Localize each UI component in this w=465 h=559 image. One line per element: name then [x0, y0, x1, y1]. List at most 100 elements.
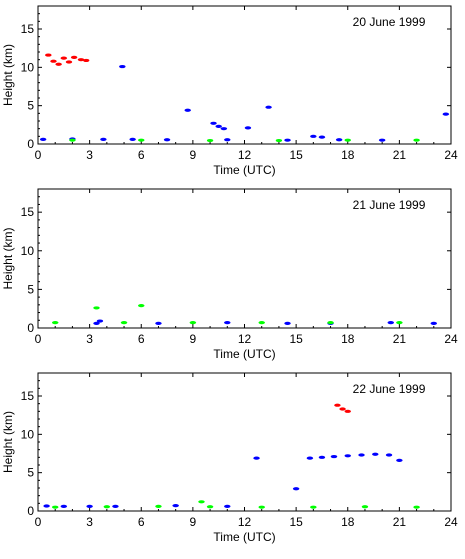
data-point-0000ff: [284, 321, 291, 325]
data-point-00ff00: [344, 138, 351, 142]
x-axis-label: Time (UTC): [213, 163, 275, 177]
data-point-00ff00: [396, 320, 403, 325]
data-point-00ff00: [413, 505, 420, 509]
data-point-ff0000: [70, 55, 78, 59]
data-point-ff0000: [55, 62, 62, 66]
data-point-00ff00: [310, 505, 317, 509]
y-axis-label: Height (km): [1, 44, 15, 106]
data-point-0000ff: [184, 108, 191, 112]
data-point-0000ff: [163, 138, 171, 142]
x-tick-label: 6: [138, 332, 145, 346]
data-point-0000ff: [292, 487, 300, 491]
data-point-0000ff: [172, 504, 179, 508]
data-point-00ff00: [206, 138, 214, 143]
data-point-0000ff: [210, 121, 217, 125]
data-point-ff0000: [339, 407, 346, 411]
data-point-00ff00: [155, 504, 162, 508]
data-point-00ff00: [258, 320, 265, 325]
data-point-00ff00: [138, 138, 145, 142]
data-point-0000ff: [224, 320, 231, 325]
x-tick-label: 15: [289, 515, 303, 529]
data-point-0000ff: [100, 137, 107, 141]
data-point-0000ff: [430, 321, 437, 325]
y-tick-label: 0: [27, 321, 34, 335]
data-point-00ff00: [258, 505, 265, 509]
x-tick-label: 0: [35, 148, 42, 162]
y-tick-label: 10: [21, 60, 35, 74]
data-point-00ff00: [198, 500, 205, 504]
y-tick-label: 15: [21, 389, 35, 403]
data-point-0000ff: [385, 453, 393, 457]
data-point-00ff00: [120, 320, 128, 325]
panel-title: 21 June 1999: [353, 198, 426, 212]
x-tick-label: 21: [393, 332, 407, 346]
data-point-0000ff: [93, 321, 100, 325]
y-axis-label: Height (km): [1, 411, 15, 473]
data-point-ff0000: [50, 59, 57, 63]
data-point-00ff00: [103, 505, 111, 509]
data-point-0000ff: [155, 321, 162, 325]
x-tick-label: 15: [289, 148, 303, 162]
y-tick-label: 10: [21, 427, 35, 441]
data-point-00ff00: [275, 138, 283, 143]
x-tick-label: 6: [138, 515, 145, 529]
y-tick-label: 15: [21, 205, 35, 219]
data-point-0000ff: [318, 135, 326, 139]
data-point-0000ff: [265, 105, 272, 109]
data-point-0000ff: [387, 320, 394, 325]
x-tick-label: 3: [86, 148, 93, 162]
x-tick-label: 6: [138, 148, 145, 162]
x-tick-label: 0: [35, 332, 42, 346]
data-point-0000ff: [224, 504, 231, 508]
x-tick-label: 9: [190, 148, 197, 162]
data-point-0000ff: [372, 452, 379, 456]
x-tick-label: 24: [444, 515, 458, 529]
chart-panel-3: 0 3 6 9 12 15 18 21 24 0 5 10 15 Time (UTC) Height (km…: [1, 372, 458, 544]
data-point-00ff00: [93, 306, 100, 310]
data-point-00ff00: [52, 320, 59, 325]
data-point-00ff00: [138, 304, 145, 308]
data-point-0000ff: [60, 504, 68, 508]
data-point-0000ff: [335, 138, 343, 142]
data-point-00ff00: [69, 138, 76, 142]
panel-title: 20 June 1999: [353, 15, 426, 29]
data-point-00ff00: [361, 505, 369, 509]
data-point-ff0000: [334, 403, 341, 407]
data-point-ff0000: [82, 58, 90, 63]
x-tick-label: 18: [341, 332, 355, 346]
data-point-00ff00: [327, 320, 334, 325]
x-tick-label: 12: [238, 148, 252, 162]
data-point-0000ff: [112, 504, 119, 508]
x-tick-label: 18: [341, 515, 355, 529]
data-point-ff0000: [65, 60, 73, 64]
x-tick-label: 9: [190, 515, 197, 529]
data-point-0000ff: [119, 64, 126, 69]
x-tick-label: 21: [393, 148, 407, 162]
x-tick-label: 12: [238, 515, 252, 529]
data-point-ff0000: [77, 58, 85, 62]
x-axis-label: Time (UTC): [213, 530, 275, 544]
x-tick-label: 24: [444, 332, 458, 346]
data-point-0000ff: [86, 504, 93, 508]
data-point-0000ff: [96, 319, 104, 323]
y-tick-label: 0: [27, 137, 34, 151]
data-point-0000ff: [344, 454, 351, 458]
data-point-0000ff: [310, 134, 317, 138]
y-tick-label: 0: [27, 504, 34, 518]
x-tick-label: 9: [190, 332, 197, 346]
data-point-ff0000: [60, 56, 68, 60]
data-point-0000ff: [318, 455, 326, 459]
y-tick-label: 10: [21, 244, 35, 258]
data-point-ff0000: [45, 53, 52, 57]
data-point-00ff00: [206, 505, 214, 509]
data-point-0000ff: [306, 456, 314, 460]
data-point-0000ff: [43, 504, 50, 508]
x-tick-label: 0: [35, 515, 42, 529]
x-tick-label: 18: [341, 148, 355, 162]
data-point-0000ff: [284, 138, 291, 142]
y-tick-label: 5: [27, 282, 34, 296]
x-axis-label: Time (UTC): [213, 347, 275, 361]
x-tick-label: 24: [444, 148, 458, 162]
data-point-0000ff: [396, 458, 403, 462]
